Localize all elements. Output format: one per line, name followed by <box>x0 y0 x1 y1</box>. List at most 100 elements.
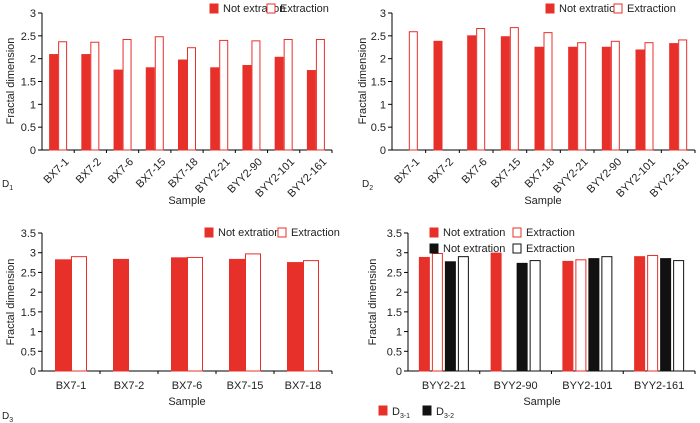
y-tick-label: 3 <box>380 8 386 20</box>
y-tick-label: 2 <box>30 54 36 66</box>
bar-filled-red <box>81 54 91 151</box>
bar-filled-black <box>516 262 528 372</box>
bar-outline-red <box>90 41 100 151</box>
bar-filled-red <box>171 257 187 372</box>
x-tick-label: BX7-2 <box>74 156 104 186</box>
legend-label: Not extration <box>443 243 505 255</box>
legend-swatch-filled-red <box>209 3 219 14</box>
bar-outline-red <box>610 40 620 151</box>
bar-filled-red <box>635 49 645 151</box>
panel-label: D2 <box>362 179 373 192</box>
legend-swatch-filled-black <box>429 243 439 254</box>
bar-outline-red <box>71 256 87 372</box>
legend-swatch-filled-red <box>429 227 439 238</box>
bar-outline-red <box>154 36 164 151</box>
bar-filled-red <box>242 65 252 151</box>
y-axis-label: Fractal dimension <box>5 259 17 346</box>
bar-filled-red <box>145 67 155 151</box>
panel-label-sub: 1 <box>9 185 13 192</box>
y-tick-label: 3.5 <box>21 228 36 240</box>
y-tick-label: 2.5 <box>371 31 386 43</box>
legend-swatch-outline-red <box>277 227 287 238</box>
bar-outline-black <box>529 260 541 372</box>
bar-outline-red <box>644 42 654 151</box>
bar-filled-red <box>274 56 284 151</box>
bottom-legend-sub: 3-1 <box>400 413 410 420</box>
bar-filled-red <box>287 262 303 372</box>
panel-label-sub: 2 <box>369 185 373 192</box>
legend-swatch-filled-red <box>204 227 214 238</box>
bar-outline-black <box>601 256 613 372</box>
y-tick-label: 0 <box>30 366 36 378</box>
legend-label: Not extration <box>223 3 285 15</box>
bar-filled-red <box>669 43 679 151</box>
legend-label: Extraction <box>291 227 340 239</box>
y-tick-label: 0.5 <box>371 122 386 134</box>
y-tick-label: 0.5 <box>21 346 36 358</box>
bar-outline-black <box>673 260 685 372</box>
panel-label-main: D <box>362 179 369 190</box>
bar-outline-red <box>251 40 261 151</box>
x-tick-label: BX7-15 <box>227 380 264 392</box>
bottom-legend-label: D3-1 <box>392 406 410 420</box>
y-axis-label: Fractal dimension <box>367 259 379 346</box>
bar-outline-red <box>476 28 486 151</box>
bar-filled-black <box>588 258 600 372</box>
x-tick-label: BX7-15 <box>489 156 523 190</box>
bar-outline-red <box>575 259 587 372</box>
y-tick-label: 1.5 <box>387 307 402 319</box>
x-axis-label: Sample <box>523 396 560 408</box>
y-tick-label: 3 <box>396 248 402 260</box>
y-tick-label: 1.5 <box>21 307 36 319</box>
bottom-legend-main: D <box>392 406 400 418</box>
y-tick-label: 1.5 <box>371 77 386 89</box>
y-tick-label: 3 <box>30 248 36 260</box>
bar-outline-black <box>457 256 469 372</box>
bar-outline-red <box>577 42 587 151</box>
y-tick-label: 0 <box>30 145 36 157</box>
bar-outline-red <box>187 256 203 372</box>
bar-outline-red <box>509 27 519 151</box>
y-axis-label: Fractal dimension <box>357 38 369 125</box>
x-tick-label: BX7-1 <box>56 380 87 392</box>
panel-label-main: D <box>2 179 9 190</box>
bar-filled-red <box>306 70 316 151</box>
legend-swatch-outline-red <box>266 3 276 14</box>
x-tick-label: BX7-2 <box>114 380 145 392</box>
bar-filled-red <box>49 54 59 151</box>
bar-filled-red <box>500 36 510 151</box>
y-tick-label: 3.5 <box>387 228 402 240</box>
bottom-legend-label: D3-2 <box>436 406 454 420</box>
panel-label: D3 <box>2 411 13 423</box>
y-tick-label: 1.5 <box>21 77 36 89</box>
x-tick-label: BYY2-21 <box>551 156 591 196</box>
x-axis-label: Sample <box>168 195 205 207</box>
panel-label-main: D <box>2 411 9 422</box>
bar-outline-red <box>408 31 418 151</box>
y-tick-label: 1 <box>396 327 402 339</box>
bar-filled-red <box>467 35 477 151</box>
y-tick-label: 0.5 <box>21 122 36 134</box>
bar-filled-red <box>634 256 646 372</box>
legend-label: Extraction <box>280 3 329 15</box>
y-axis-label: Fractal dimension <box>5 38 17 125</box>
bar-filled-red <box>113 69 123 151</box>
y-tick-label: 0 <box>396 366 402 378</box>
bar-filled-red <box>534 46 544 151</box>
bottom-legend-swatch <box>422 405 432 416</box>
bar-filled-red <box>490 252 502 372</box>
y-tick-label: 2 <box>30 287 36 299</box>
x-tick-label: BYY2-90 <box>494 380 538 392</box>
y-tick-label: 1 <box>30 99 36 111</box>
x-tick-label: BX7-1 <box>392 156 422 186</box>
bar-filled-red <box>562 260 574 372</box>
x-tick-label: BX7-6 <box>460 156 490 186</box>
legend-label: Not extration <box>559 3 621 15</box>
legend-label: Extraction <box>526 227 575 239</box>
bar-filled-red <box>113 258 129 372</box>
legend-label: Not extration <box>218 227 280 239</box>
bar-filled-red <box>55 259 71 372</box>
legend-label: Extraction <box>526 243 575 255</box>
